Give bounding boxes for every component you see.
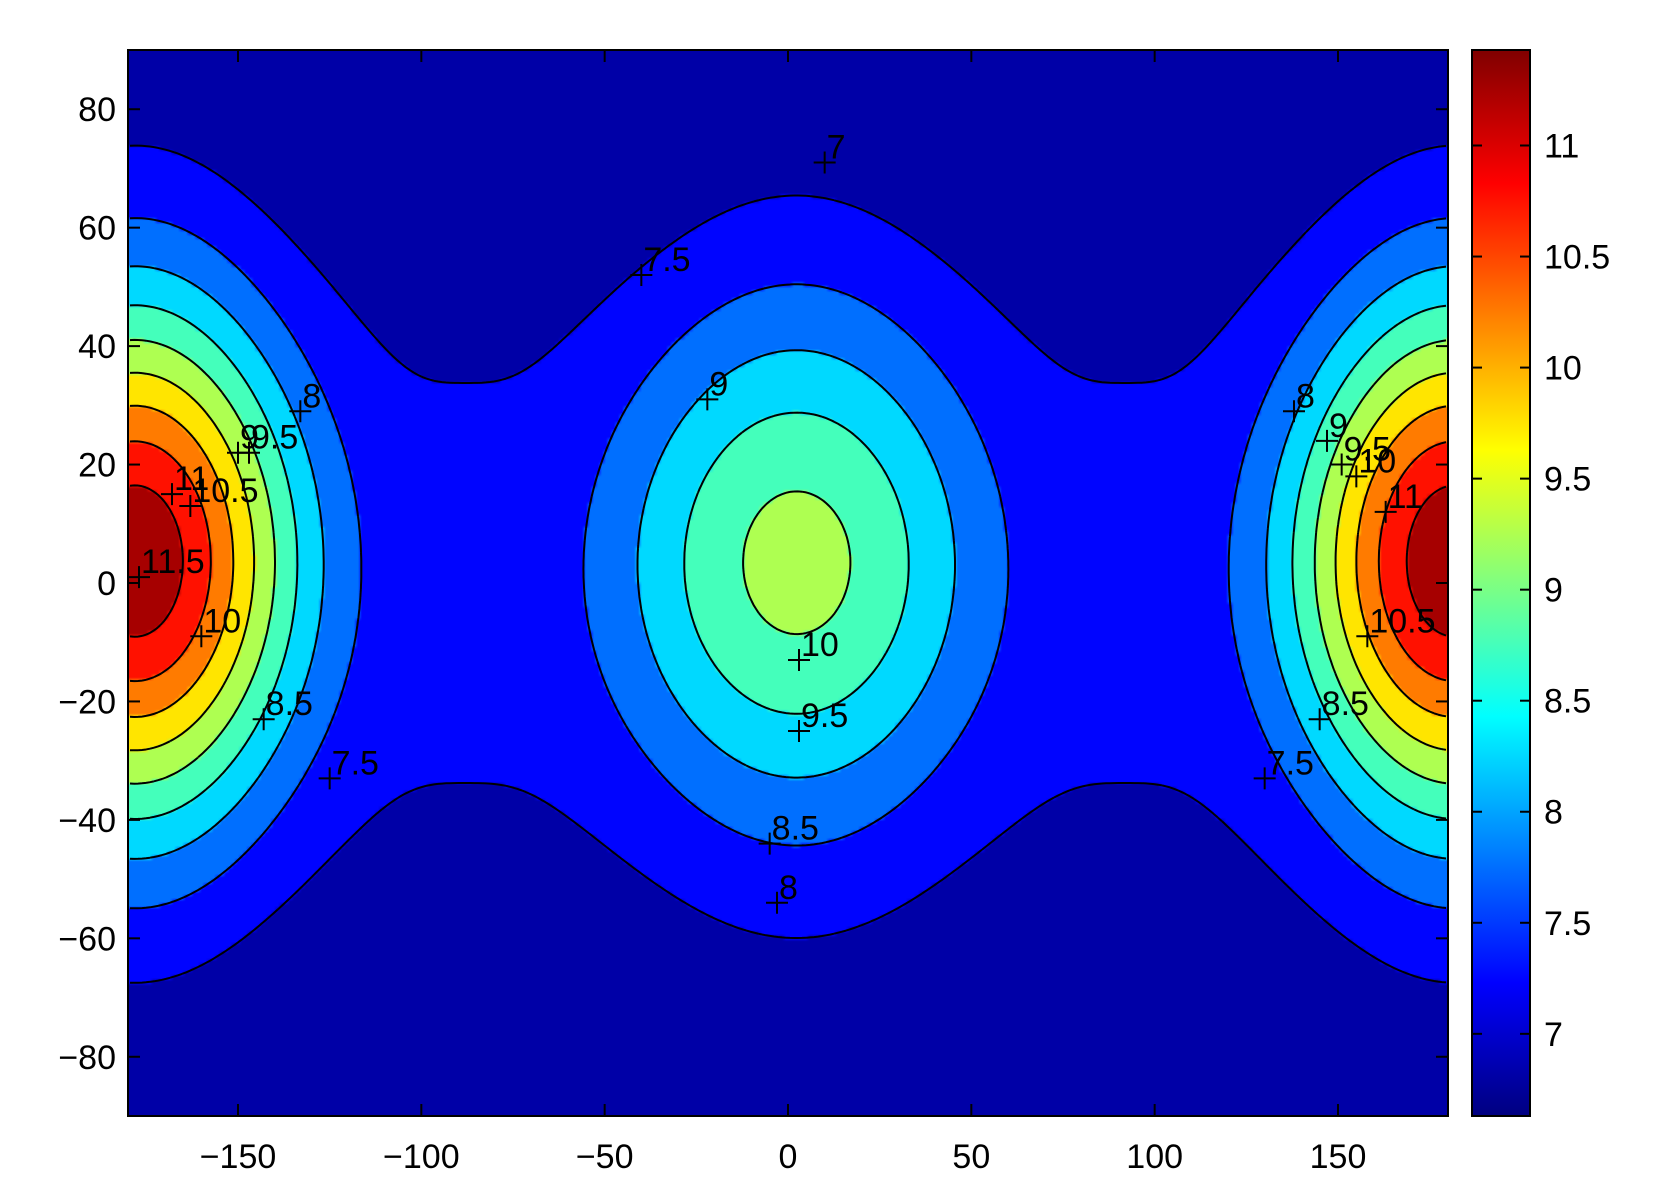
colorbar-tick-label: 10.5 [1544,239,1610,277]
contour-line-7-5 [129,217,1447,910]
contour-label-marker [1330,453,1353,476]
contour-label-marker [766,891,788,914]
contour-label: 9 [1329,407,1348,445]
contour-label-marker [190,625,213,648]
contour-label: 10.5 [1369,602,1435,640]
contour-label: 9.5 [1344,431,1391,469]
colorbar-tick-label: 10 [1544,350,1582,388]
contour-label: 8.5 [266,685,313,723]
x-tick-label: −100 [383,1138,460,1176]
colorbar-tick-label: 9.5 [1544,461,1591,499]
colorbar-tick-label: 8.5 [1544,683,1591,721]
colorbar-ticks: 7 7.5 8 8.5 9 9.5 10 10.5 11 [1472,127,1610,1054]
colorbar: 7 7.5 8 8.5 9 9.5 10 10.5 11 [1471,49,1610,1117]
contour-label: 7.5 [643,241,690,279]
contour-label-marker [1253,767,1276,790]
contour-label: 10 [801,626,839,664]
plot-area [128,50,1448,1116]
y-tick-label: −40 [58,802,116,840]
contour-label-marker [813,151,836,174]
contour-label-marker [238,441,260,464]
contour-label-marker [1374,500,1397,523]
contour-label: 10.5 [192,472,258,510]
y-tick-label: 60 [78,210,116,248]
x-tick-label: 0 [779,1138,798,1176]
contour-label-marker [128,566,150,589]
contour-label-marker [179,495,202,518]
x-tick-label: −50 [576,1138,634,1176]
contour-label-marker [161,483,183,506]
contour-label: 11 [174,460,209,498]
colorbar-tick-label: 11 [1544,127,1579,165]
colorbar-tick-label: 8 [1544,794,1563,832]
y-tick-label: −60 [58,920,116,958]
contour-label-marker [696,388,719,411]
colorbar-frame [1471,49,1531,1117]
contour-label: 10 [1358,442,1396,480]
contour-label-marker [788,648,810,671]
contour-label: 8 [302,377,321,415]
y-tick-label: 20 [78,447,116,485]
y-tick-label: −80 [58,1039,116,1077]
contour-label-marker [630,264,653,287]
contour-label-marker [1308,708,1331,731]
contour-line-9 [129,338,1447,785]
contour-label-marker [1345,465,1368,488]
colorbar-gradient [1472,50,1530,1116]
contour-line-10-5 [129,440,1447,683]
contour-line-8 [129,265,1447,860]
contour-field [128,50,1448,1116]
contour-label-marker [758,832,781,855]
contour-label-marker [289,400,312,423]
x-tick-label: 150 [1310,1138,1367,1176]
contour-label: 8 [779,869,798,907]
contour-label: 9.5 [801,697,848,735]
x-tick-label: −150 [200,1138,277,1176]
contour-label-marker [318,767,341,790]
contour-label: 9 [709,365,728,403]
colorbar-tick-label: 7.5 [1544,905,1591,943]
y-tick-label: −20 [58,683,116,721]
contour-line-9-5 [129,371,1447,752]
colorbar-tick-label: 9 [1544,572,1563,610]
contour-label: 7 [827,129,846,167]
contour-label: 9 [240,419,259,457]
contour-label: 7.5 [1267,744,1314,782]
contour-label-marker [1316,429,1338,452]
contour-label-marker [252,708,275,731]
contour-label: 7.5 [332,744,379,782]
y-tick-label: 0 [97,565,116,603]
contour-lines [129,144,1447,984]
contour-label-marker [788,720,810,743]
contour-label-marker [1356,625,1379,648]
contour-label: 9.5 [251,419,298,457]
contour-label: 8 [1296,377,1315,415]
contour-label: 8.5 [1322,685,1369,723]
contour-label: 11 [1388,478,1423,516]
contour-label-marker [1283,400,1305,423]
x-tick-label: 100 [1126,1138,1183,1176]
contour-label: 11.5 [141,543,205,581]
contour-line-11 [129,484,1447,638]
x-axis: −150 −100 −50 0 50 100 150 [200,50,1367,1176]
colorbar-tick-label: 7 [1544,1016,1563,1054]
contour-label: 10 [203,602,241,640]
y-tick-label: 40 [78,328,116,366]
contour-line-8-5 [129,304,1447,820]
contour-line-7 [129,144,1447,984]
y-axis: −80 −60 −40 −20 0 20 40 60 80 [58,91,1448,1077]
x-tick-label: 50 [952,1138,990,1176]
y-tick-label: 80 [78,91,116,129]
contour-label: 8.5 [772,810,819,848]
